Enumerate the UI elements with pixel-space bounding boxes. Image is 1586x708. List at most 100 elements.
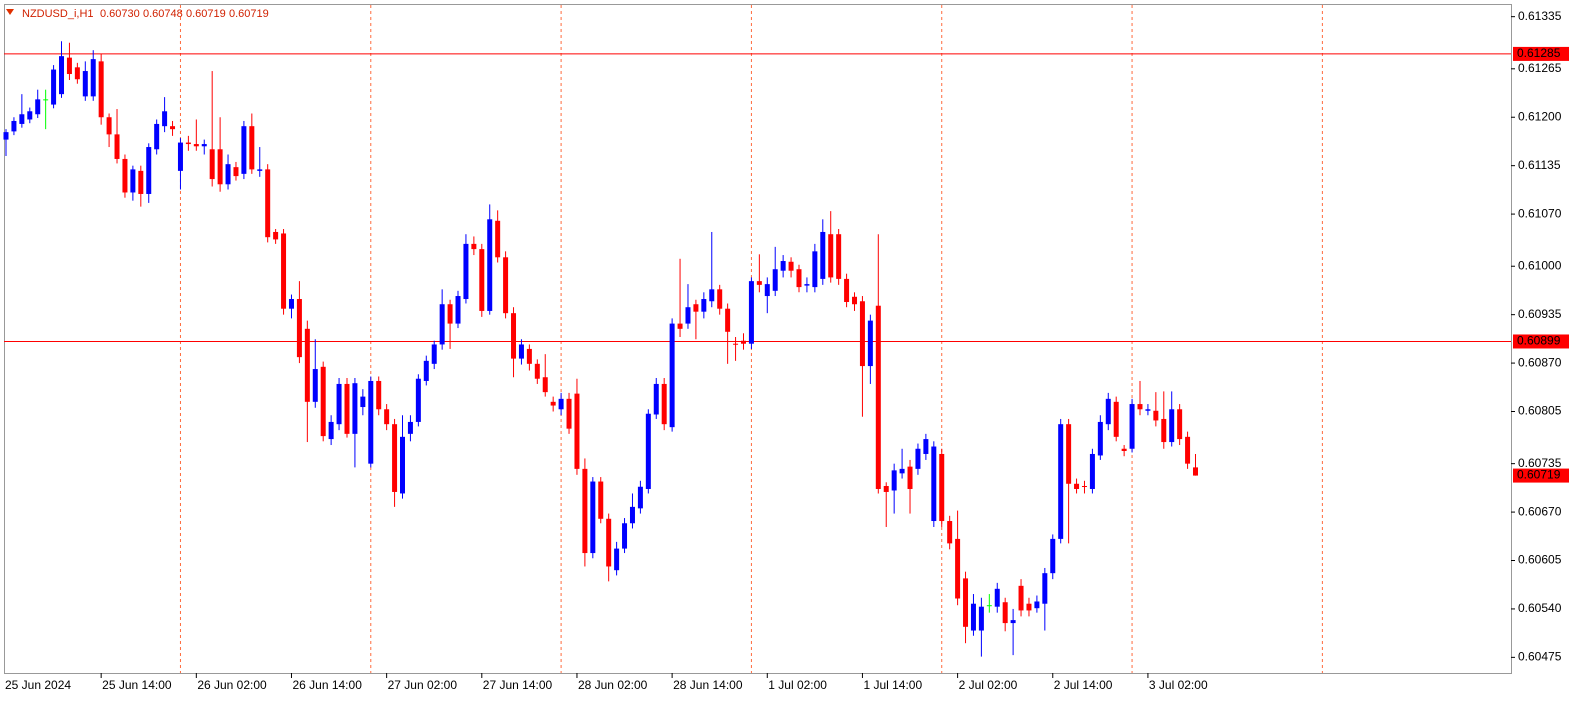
candle-body (304, 328, 310, 402)
candle-body (463, 243, 469, 300)
y-tick-label: 0.60605 (1518, 553, 1562, 567)
candle-body (598, 481, 604, 519)
candle-body (392, 424, 398, 492)
candle-body (1089, 453, 1095, 489)
candle-body (51, 69, 57, 105)
x-tick-label: 25 Jun 14:00 (102, 678, 172, 692)
candle-body (701, 299, 707, 312)
candle-body (645, 413, 651, 489)
candle-body (1066, 424, 1072, 484)
candle-body (907, 466, 913, 489)
candle-body (534, 363, 540, 379)
y-tick-label: 0.60475 (1518, 650, 1562, 664)
candle-body (582, 468, 588, 554)
candle-body (859, 301, 865, 367)
candle-body (336, 383, 342, 425)
candle-body (1097, 421, 1103, 456)
header-value: 0.60719 (229, 8, 269, 20)
x-tick-label: 28 Jun 14:00 (673, 678, 743, 692)
candle-body (106, 117, 112, 135)
candle-body (891, 470, 897, 491)
candle-body (725, 308, 731, 332)
y-tick-label: 0.61200 (1518, 109, 1562, 123)
candle-body (415, 378, 421, 422)
candle-body (622, 523, 628, 549)
y-tick-label: 0.60870 (1518, 355, 1562, 369)
candle-body (82, 71, 88, 97)
candle-body (74, 67, 80, 80)
candle-body (804, 284, 810, 286)
candle-body (495, 220, 501, 258)
candle-body (122, 158, 128, 193)
candle-body (90, 59, 96, 97)
candle-body (986, 605, 992, 607)
candle-body (764, 284, 770, 297)
candle-body (1145, 409, 1151, 411)
candle-body (328, 421, 334, 440)
candle-body (98, 61, 104, 118)
candle-body (273, 231, 279, 240)
candle-body (511, 313, 517, 359)
candle-body (1137, 404, 1143, 410)
level-label: 0.61285 (1517, 46, 1561, 60)
candle-body (177, 142, 183, 171)
y-tick-label: 0.60935 (1518, 307, 1562, 321)
candle-body (526, 348, 532, 364)
candle-body (606, 518, 612, 567)
candle-body (1010, 620, 1016, 624)
header-value: 0.60748 (143, 8, 183, 20)
candle-body (717, 289, 723, 309)
candle-body (828, 234, 834, 278)
candle-body (590, 481, 596, 554)
candle-body (1034, 601, 1040, 609)
candle-body (518, 344, 524, 359)
candle-body (1026, 603, 1032, 611)
candle-body (947, 521, 953, 544)
candle-body (1193, 467, 1198, 476)
candle-body (400, 436, 405, 494)
candle-body (1042, 573, 1048, 604)
candle-body (899, 468, 905, 474)
y-tick-label: 0.61000 (1518, 258, 1562, 272)
candle-body (1113, 401, 1119, 437)
candle-body (479, 249, 485, 311)
x-tick-label: 27 Jun 14:00 (483, 678, 553, 692)
candle-body (288, 299, 294, 309)
candle-body (1169, 409, 1175, 443)
candle-body (994, 588, 1000, 607)
y-tick-label: 0.60735 (1518, 456, 1562, 470)
candle-body (661, 383, 667, 425)
candle-body (368, 380, 374, 464)
candle-body (43, 99, 49, 101)
candle-body (1002, 602, 1008, 624)
candle-body (566, 398, 572, 429)
candle-body (709, 289, 715, 302)
candle-body (407, 421, 413, 434)
header-value: 0.60719 (186, 8, 226, 20)
x-tick-label: 26 Jun 14:00 (292, 678, 362, 692)
candle-body (170, 126, 176, 130)
x-tick-label: 3 Jul 02:00 (1149, 678, 1208, 692)
candle-body (558, 398, 564, 410)
candle-body (550, 401, 556, 406)
candle-body (487, 219, 493, 311)
candle-body (653, 383, 659, 415)
candle-body (11, 120, 17, 132)
candle-body (1081, 486, 1087, 488)
y-tick-label: 0.61265 (1518, 61, 1562, 75)
y-tick-label: 0.61070 (1518, 206, 1562, 220)
x-tick-label: 2 Jul 14:00 (1054, 678, 1113, 692)
candle-body (360, 396, 366, 408)
symbol: NZDUSD_i,H1 (22, 8, 94, 20)
x-tick-label: 26 Jun 02:00 (197, 678, 267, 692)
candle-body (748, 281, 754, 344)
candle-body (320, 366, 326, 437)
candle-body (423, 360, 429, 381)
candle-body (233, 167, 239, 177)
candle-body (1050, 538, 1056, 574)
candle-body (875, 305, 881, 489)
y-tick-label: 0.60805 (1518, 404, 1562, 418)
level-tag (1513, 334, 1569, 349)
